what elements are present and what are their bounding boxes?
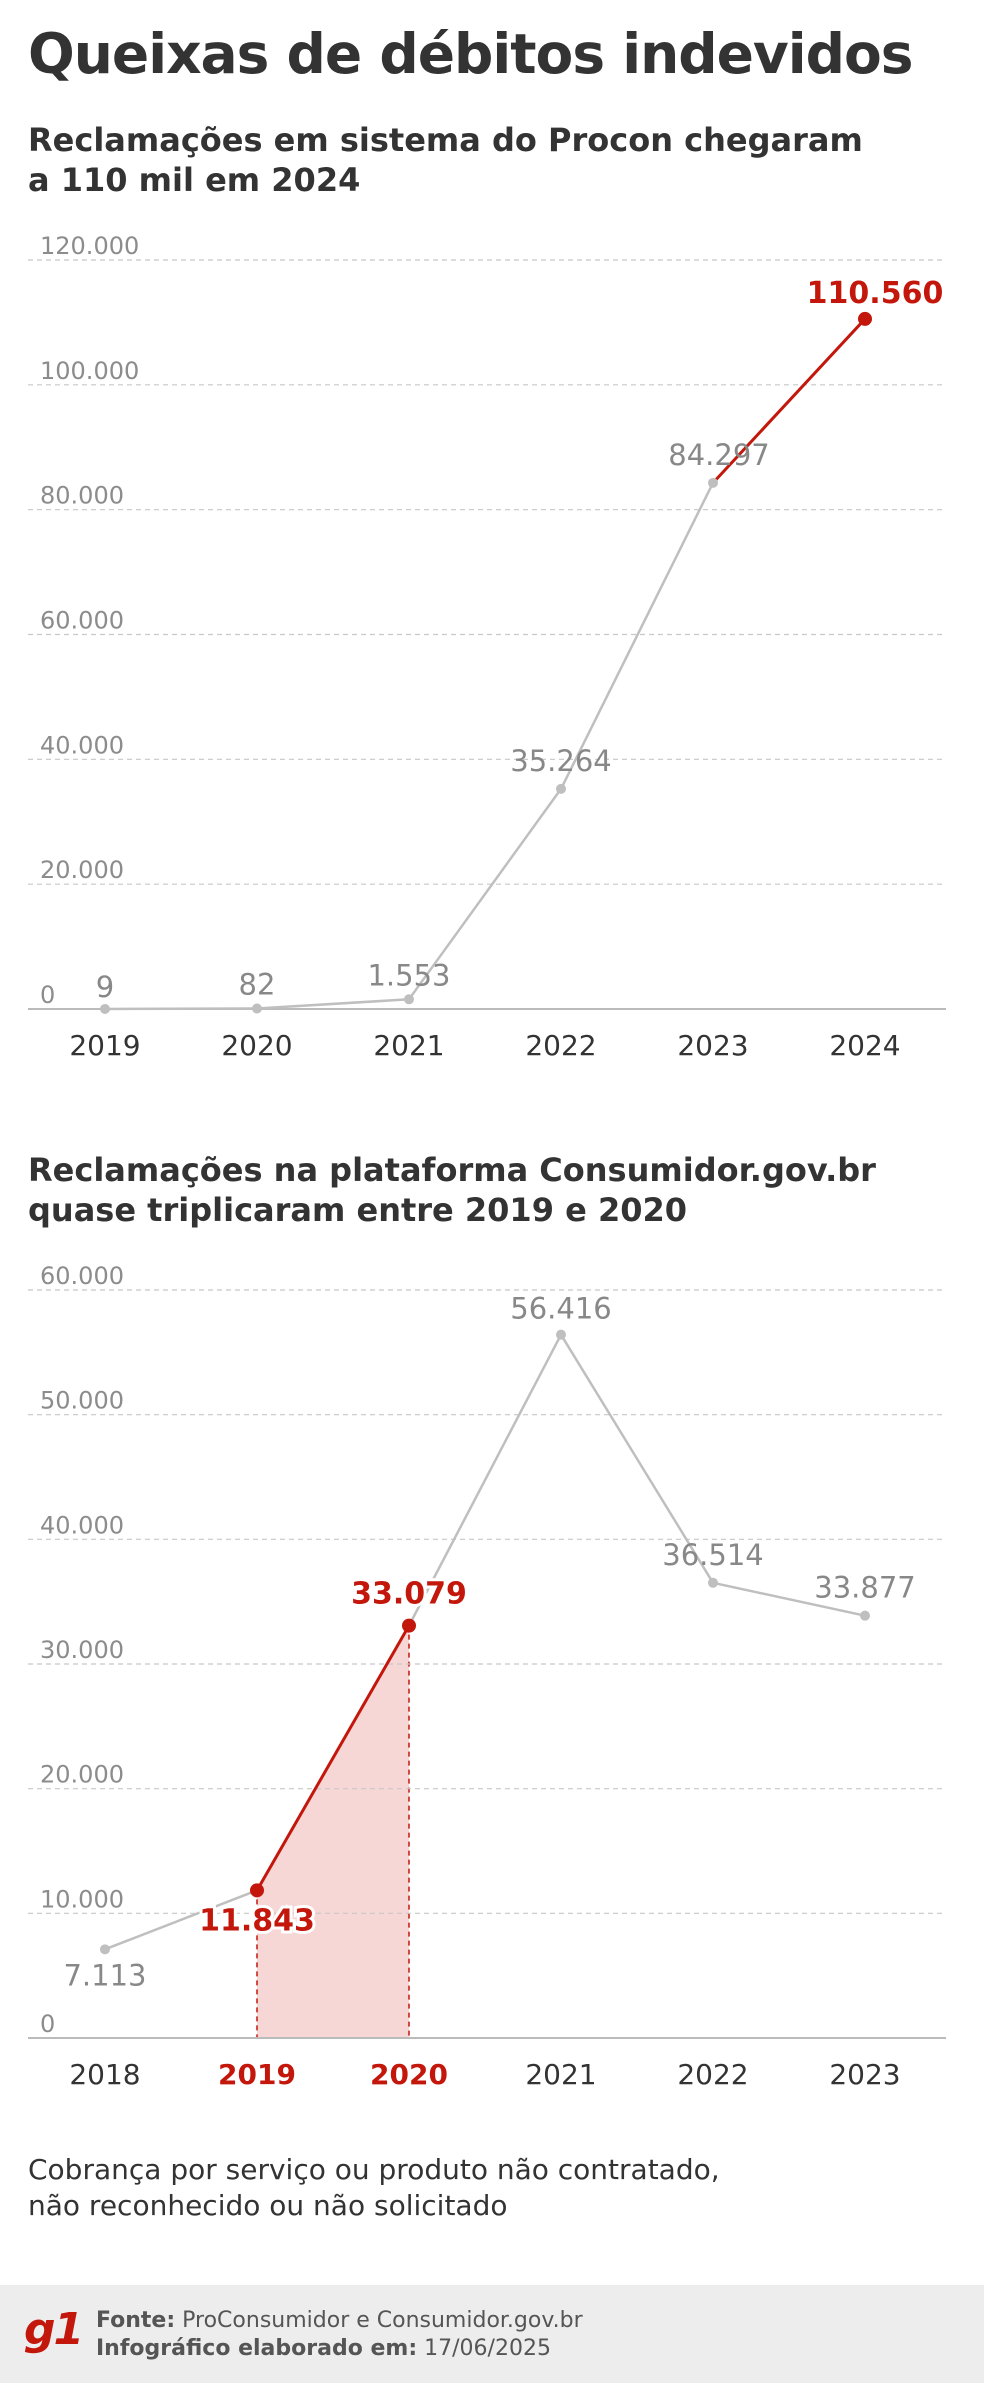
- series-segment: [103, 1889, 259, 1951]
- x-tick-label: 2018: [69, 2058, 140, 2091]
- note-line: Cobrança por serviço ou produto não cont…: [28, 2153, 720, 2186]
- x-tick-label: 2019: [218, 2058, 296, 2091]
- credits: Fonte: ProConsumidor e Consumidor.gov.br…: [96, 2307, 583, 2363]
- date-value: 17/06/2025: [424, 2336, 551, 2361]
- y-tick-label: 60.000: [40, 1262, 124, 1290]
- data-point-highlight: [402, 1618, 416, 1633]
- highlight-area: [257, 1625, 409, 2038]
- consumidor-line-chart: 0 10.000 20.000 30.000 40.000 50.000 60.000 7.1…: [28, 1262, 946, 2091]
- y-tick-label: 20.000: [40, 1761, 124, 1789]
- data-point: [556, 783, 566, 794]
- x-tick-label: 2019: [69, 1029, 140, 1062]
- chart-note: Cobrança por serviço ou produto não cont…: [28, 2152, 928, 2224]
- series-segment: [255, 998, 411, 1010]
- series-segment: [711, 1581, 867, 1617]
- chart-1-title-line: Reclamações em sistema do Procon chegara…: [28, 121, 863, 159]
- x-tick-label: 2020: [221, 1029, 292, 1062]
- y-tick-label: 10.000: [40, 1885, 124, 1913]
- x-tick-label: 2022: [677, 2058, 748, 2091]
- y-tick-label: 0: [40, 2010, 55, 2038]
- data-point: [860, 1610, 870, 1621]
- data-point: [252, 1003, 262, 1014]
- data-label: 36.514: [662, 1538, 763, 1572]
- data-point: [708, 1577, 718, 1588]
- x-tick-label: 2021: [373, 1029, 444, 1062]
- chart-2-title: Reclamações na plataforma Consumidor.gov…: [28, 1150, 928, 1230]
- data-label: 56.416: [510, 1292, 611, 1326]
- data-label: 9: [96, 970, 114, 1004]
- data-point: [404, 994, 414, 1005]
- source-label: Fonte:: [96, 2308, 176, 2333]
- chart-1-title: Reclamações em sistema do Procon chegara…: [28, 120, 928, 200]
- data-label: 1.553: [367, 958, 450, 992]
- series-segment: [559, 1333, 715, 1585]
- data-label-highlight: 11.843: [199, 1903, 315, 1938]
- x-tick-label: 2021: [525, 2058, 596, 2091]
- note-line: não reconhecido ou não solicitado: [28, 2189, 508, 2222]
- y-tick-label: 100.000: [40, 357, 139, 385]
- y-tick-label: 0: [40, 981, 55, 1009]
- y-tick-label: 40.000: [40, 731, 124, 759]
- x-tick-label: 2022: [525, 1029, 596, 1062]
- data-point: [100, 1003, 110, 1014]
- series-segment: [559, 481, 715, 791]
- procon-line-chart: 0 20.000 40.000 60.000 80.000 100.000 120.000 9…: [28, 232, 946, 1062]
- y-tick-label: 40.000: [40, 1511, 124, 1539]
- source-line: Fonte: ProConsumidor e Consumidor.gov.br: [96, 2307, 583, 2335]
- data-point: [708, 477, 718, 488]
- series-segment-highlight: [711, 317, 867, 485]
- data-label-highlight: 110.560: [807, 276, 944, 311]
- footer: g1 Fonte: ProConsumidor e Consumidor.gov…: [0, 2285, 984, 2383]
- data-label: 35.264: [510, 744, 611, 778]
- y-tick-label: 120.000: [40, 232, 139, 260]
- date-line: Infográfico elaborado em: 17/06/2025: [96, 2335, 583, 2363]
- chart-2-title-line: Reclamações na plataforma Consumidor.gov…: [28, 1151, 876, 1189]
- data-label: 7.113: [63, 1958, 146, 1992]
- chart-1-title-line: a 110 mil em 2024: [28, 161, 361, 199]
- data-label-highlight: 33.079: [351, 1577, 467, 1612]
- series-segment: [407, 787, 563, 1001]
- series-segment-highlight: [255, 1624, 411, 1892]
- data-point: [100, 1944, 110, 1955]
- data-label: 33.877: [814, 1571, 915, 1605]
- data-label: 84.297: [668, 438, 769, 472]
- y-tick-label: 30.000: [40, 1636, 124, 1664]
- y-tick-label: 60.000: [40, 607, 124, 635]
- page-title: Queixas de débitos indevidos: [28, 22, 914, 86]
- x-tick-label: 2023: [829, 2058, 900, 2091]
- chart-2-title-line: quase triplicaram entre 2019 e 2020: [28, 1191, 687, 1229]
- date-label: Infográfico elaborado em:: [96, 2336, 418, 2361]
- g1-logo: g1: [24, 2304, 84, 2355]
- series-segment: [407, 1333, 563, 1627]
- y-tick-label: 80.000: [40, 482, 124, 510]
- data-point-highlight: [858, 311, 872, 326]
- data-label: 82: [239, 967, 276, 1001]
- x-tick-label: 2023: [677, 1029, 748, 1062]
- x-tick-label: 2020: [370, 2058, 448, 2091]
- y-tick-label: 20.000: [40, 856, 124, 884]
- data-point-highlight: [250, 1883, 264, 1898]
- x-tick-label: 2024: [829, 1029, 900, 1062]
- y-tick-label: 50.000: [40, 1387, 124, 1415]
- source-value: ProConsumidor e Consumidor.gov.br: [182, 2308, 583, 2333]
- data-point: [556, 1329, 566, 1340]
